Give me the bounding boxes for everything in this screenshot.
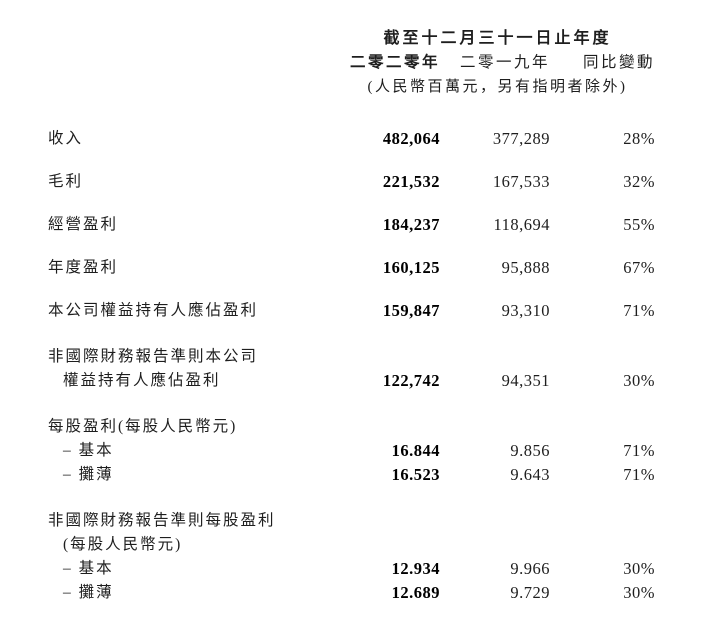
row-label: – 基本 [63,442,114,459]
row-label: 非國際財務報告準則本公司 [48,348,259,365]
value-2020: 482,064 [382,129,440,148]
value-2019: 9.729 [510,583,550,602]
table-row: 本公司權益持有人應佔盈利 159,847 93,310 71% [48,300,655,322]
value-2019: 9.966 [510,559,550,578]
table-row: (每股人民幣元) [48,534,655,556]
value-2019: 377,289 [492,129,550,148]
unit-note: (人民幣百萬元，另有指明者除外) [367,79,628,95]
row-label: 本公司權益持有人應佔盈利 [48,302,259,319]
value-2020: 184,237 [382,215,440,234]
value-change: 32% [623,172,655,191]
value-2019 [440,510,550,532]
value-2019 [440,416,550,438]
value-change: 30% [623,583,655,602]
row-label: – 基本 [63,560,114,577]
value-2019: 93,310 [501,301,550,320]
table-row: 權益持有人應佔盈利 122,742 94,351 30% [48,370,655,392]
value-change: 55% [623,215,655,234]
row-label: 權益持有人應佔盈利 [63,372,221,389]
table-row: 非國際財務報告準則每股盈利 [48,510,655,532]
value-change: 28% [623,129,655,148]
table-rows: 收入 482,064 377,289 28% 毛利 221,532 167,533 32% 經營… [48,128,655,604]
value-2020: 16.844 [391,441,440,460]
value-2019: 94,351 [501,371,550,390]
table-row: 收入 482,064 377,289 28% [48,128,655,150]
value-2019: 9.856 [510,441,550,460]
value-change: 71% [623,465,655,484]
value-change: 71% [623,301,655,320]
value-change: 71% [623,441,655,460]
table-row: – 攤薄 12.689 9.729 30% [48,582,655,604]
table-header: 截至十二月三十一日止年度 二零二零年 二零一九年 同比變動 (人民幣百萬元，另有… [340,28,655,98]
value-2019: 118,694 [493,215,550,234]
value-2020 [340,346,440,368]
table-row: – 基本 16.844 9.856 71% [48,440,655,462]
column-header-2020: 二零二零年 [349,54,440,71]
table-row: 毛利 221,532 167,533 32% [48,171,655,193]
value-2020: 122,742 [382,371,440,390]
table-row: – 基本 12.934 9.966 30% [48,558,655,580]
value-2019 [440,534,550,556]
row-label: 毛利 [48,173,84,190]
value-2020: 12.934 [391,559,440,578]
row-label: – 攤薄 [63,466,114,483]
table-row: – 攤薄 16.523 9.643 71% [48,464,655,486]
value-2020 [340,534,440,556]
value-change: 30% [623,559,655,578]
financial-results-page: 截至十二月三十一日止年度 二零二零年 二零一九年 同比變動 (人民幣百萬元，另有… [48,28,655,604]
row-label: (每股人民幣元) [63,536,183,553]
value-change [550,346,655,368]
table-row: 年度盈利 160,125 95,888 67% [48,257,655,279]
value-2019: 9.643 [510,465,550,484]
value-2019: 95,888 [501,258,550,277]
value-2019: 167,533 [492,172,550,191]
value-change [550,416,655,438]
value-2020: 12.689 [391,583,440,602]
value-change [550,534,655,556]
value-change [550,510,655,532]
row-label: 經營盈利 [48,216,119,233]
row-label: – 攤薄 [63,584,114,601]
value-change: 30% [623,371,655,390]
column-header-change: 同比變動 [582,54,655,71]
column-header-row: 二零二零年 二零一九年 同比變動 [340,52,655,74]
value-2020: 221,532 [382,172,440,191]
value-2020: 16.523 [391,465,440,484]
row-label: 年度盈利 [48,259,119,276]
column-header-2019: 二零一九年 [459,54,550,71]
value-2020 [340,510,440,532]
value-change: 67% [623,258,655,277]
period-header: 截至十二月三十一日止年度 [383,30,612,47]
row-label: 每股盈利(每股人民幣元) [48,418,238,435]
table-row: 經營盈利 184,237 118,694 55% [48,214,655,236]
row-label: 非國際財務報告準則每股盈利 [48,512,276,529]
table-row: 非國際財務報告準則本公司 [48,346,655,368]
value-2020 [340,416,440,438]
value-2020: 160,125 [382,258,440,277]
value-2020: 159,847 [382,301,440,320]
row-label: 收入 [48,130,84,147]
table-row: 每股盈利(每股人民幣元) [48,416,655,438]
value-2019 [440,346,550,368]
